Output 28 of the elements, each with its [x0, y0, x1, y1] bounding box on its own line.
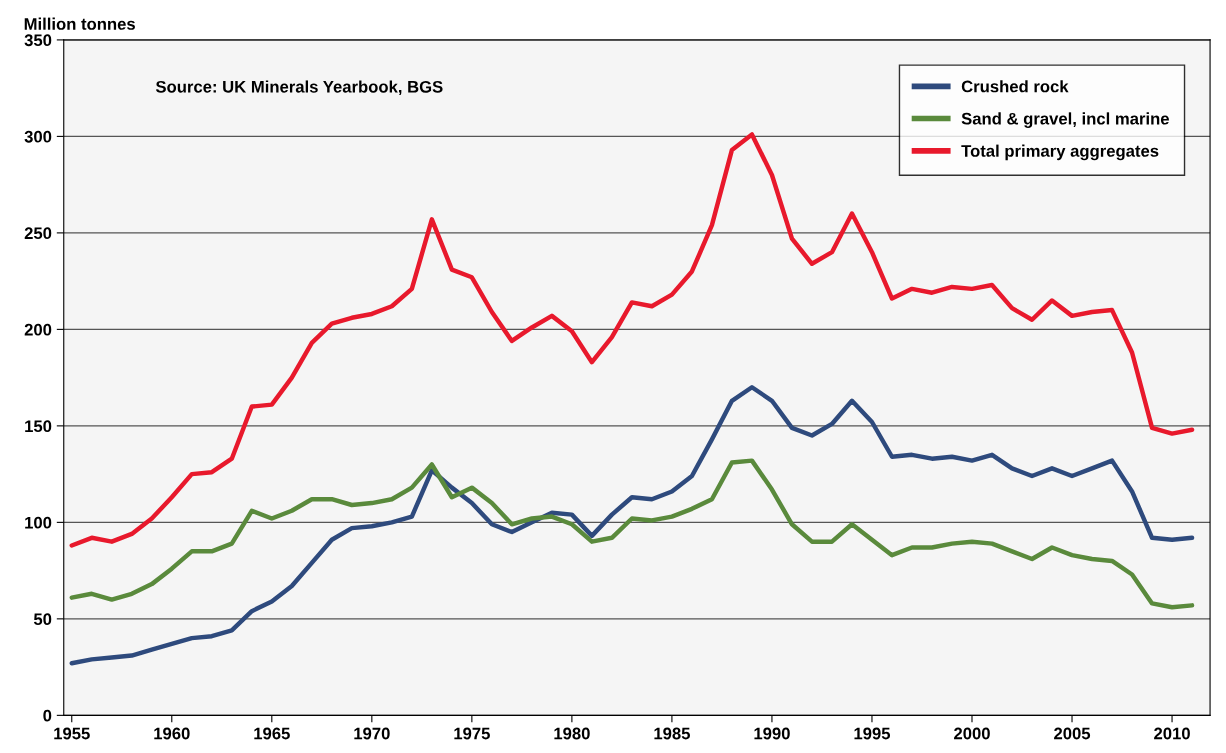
legend-label: Total primary aggregates: [961, 144, 1159, 161]
x-tick-label: 1960: [154, 727, 190, 740]
y-axis-title: Million tonnes: [24, 17, 135, 30]
legend-label: Crushed rock: [961, 80, 1069, 93]
x-tick-label: 1980: [554, 727, 590, 740]
x-tick-label: 2005: [1054, 727, 1091, 740]
line-series: [69, 385, 1195, 666]
x-tick-label: 1990: [754, 727, 790, 740]
y-tick-label: 200: [24, 323, 52, 336]
x-tick-label: 1955: [54, 727, 90, 740]
y-tick-label: 0: [43, 709, 52, 722]
y-tick-label: 100: [25, 516, 52, 529]
annotation: Source: UK Minerals Yearbook, BGS: [155, 80, 443, 96]
legend-label: Sand & gravel, incl marine: [961, 112, 1169, 128]
y-tick-label: 150: [25, 420, 52, 433]
x-tick-label: 2000: [954, 727, 990, 740]
x-tick-label: 1965: [254, 727, 290, 740]
x-tick-label: 1970: [354, 727, 390, 740]
line-series: [69, 132, 1195, 548]
y-tick-label: 250: [24, 227, 52, 240]
y-tick-label: 50: [33, 613, 52, 626]
line-series: [69, 458, 1195, 610]
x-tick-label: 1995: [854, 727, 891, 740]
y-tick-label: 350: [24, 34, 52, 47]
x-tick-label: 2010: [1154, 727, 1190, 740]
y-tick-label: 300: [24, 130, 52, 143]
x-tick-label: 1975: [454, 727, 490, 740]
x-tick-label: 1985: [654, 727, 690, 740]
